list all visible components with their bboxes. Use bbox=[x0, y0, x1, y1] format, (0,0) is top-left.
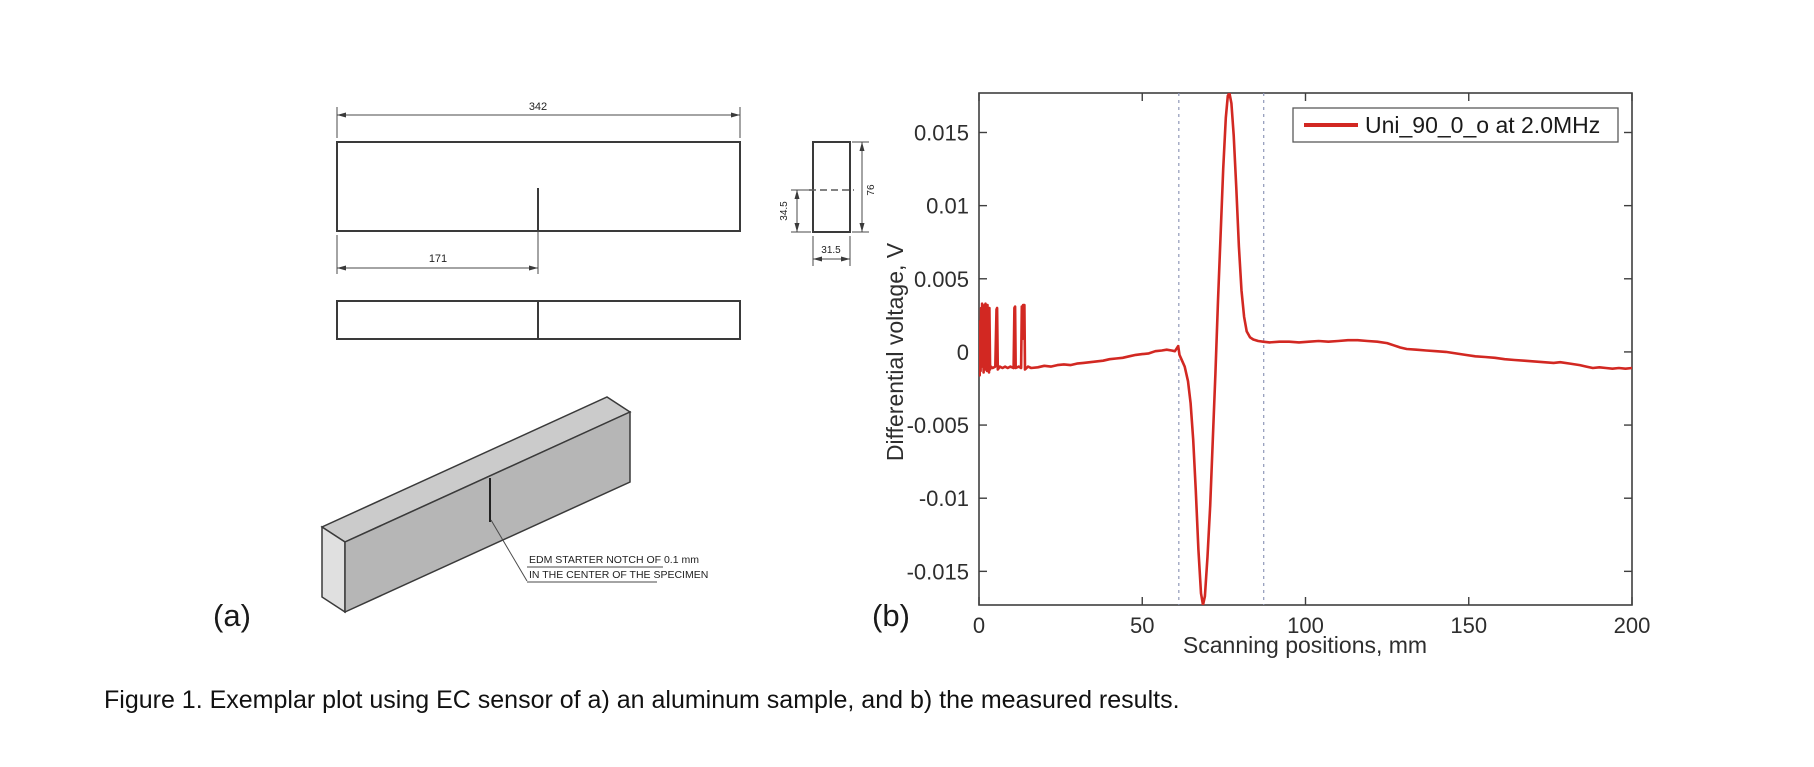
dimension-76-label: 76 bbox=[866, 184, 877, 196]
signal-curve bbox=[979, 93, 1632, 605]
axis-ticks: 0 50 100 150 200 0.015 0.01 0.005 0 -0.005 -0.01 -0… bbox=[907, 93, 1651, 638]
annotation-lines bbox=[1178, 93, 1265, 605]
dimension-342: 342 bbox=[336, 101, 741, 138]
specimen-drawing: 342 171 76 bbox=[320, 101, 877, 614]
x-tick-label: 150 bbox=[1450, 613, 1487, 638]
x-axis-label: Scanning positions, mm bbox=[1183, 632, 1427, 658]
x-tick-label: 50 bbox=[1130, 613, 1154, 638]
dimension-171: 171 bbox=[336, 231, 539, 274]
notch-note-line2: IN THE CENTER OF THE SPECIMEN bbox=[529, 569, 708, 581]
dimension-342-label: 342 bbox=[529, 101, 547, 113]
panel-a-label: (a) bbox=[213, 598, 251, 633]
x-tick-label: 0 bbox=[973, 613, 985, 638]
figure-caption: Figure 1. Exemplar plot using EC sensor … bbox=[104, 686, 1180, 714]
y-tick-label: -0.01 bbox=[919, 486, 969, 511]
dimension-171-label: 171 bbox=[429, 253, 447, 265]
measurement-chart: 0 50 100 150 200 0.015 0.01 0.005 0 -0.005 -0.01 -0… bbox=[882, 92, 1651, 658]
notch-note-line1: EDM STARTER NOTCH OF 0.1 mm bbox=[529, 554, 699, 566]
side-view: 76 34.5 31.5 bbox=[779, 141, 877, 266]
legend-entry-label: Uni_90_0_o at 2.0MHz bbox=[1365, 112, 1600, 138]
panel-b-label: (b) bbox=[872, 598, 910, 633]
isometric-specimen: EDM STARTER NOTCH OF 0.1 mm IN THE CENTE… bbox=[320, 396, 708, 614]
y-axis-label: Differential voltage, V bbox=[882, 242, 908, 461]
y-tick-label: -0.015 bbox=[907, 559, 969, 584]
y-tick-label: -0.005 bbox=[907, 413, 969, 438]
chart-legend: Uni_90_0_o at 2.0MHz bbox=[1292, 107, 1619, 143]
dimension-31-5-label: 31.5 bbox=[821, 245, 841, 256]
y-tick-label: 0.015 bbox=[914, 120, 969, 145]
y-tick-label: 0.01 bbox=[926, 194, 969, 219]
specimen-front-face bbox=[344, 410, 631, 614]
x-tick-label: 100 bbox=[1287, 613, 1324, 638]
y-tick-label: 0 bbox=[957, 340, 969, 365]
top-view-strip bbox=[336, 300, 741, 340]
notch-leader-line bbox=[490, 519, 528, 582]
specimen-end-face bbox=[321, 525, 346, 614]
x-tick-label: 200 bbox=[1614, 613, 1651, 638]
plot-box bbox=[978, 92, 1633, 606]
dimension-34-5-label: 34.5 bbox=[779, 201, 790, 221]
y-tick-label: 0.005 bbox=[914, 267, 969, 292]
